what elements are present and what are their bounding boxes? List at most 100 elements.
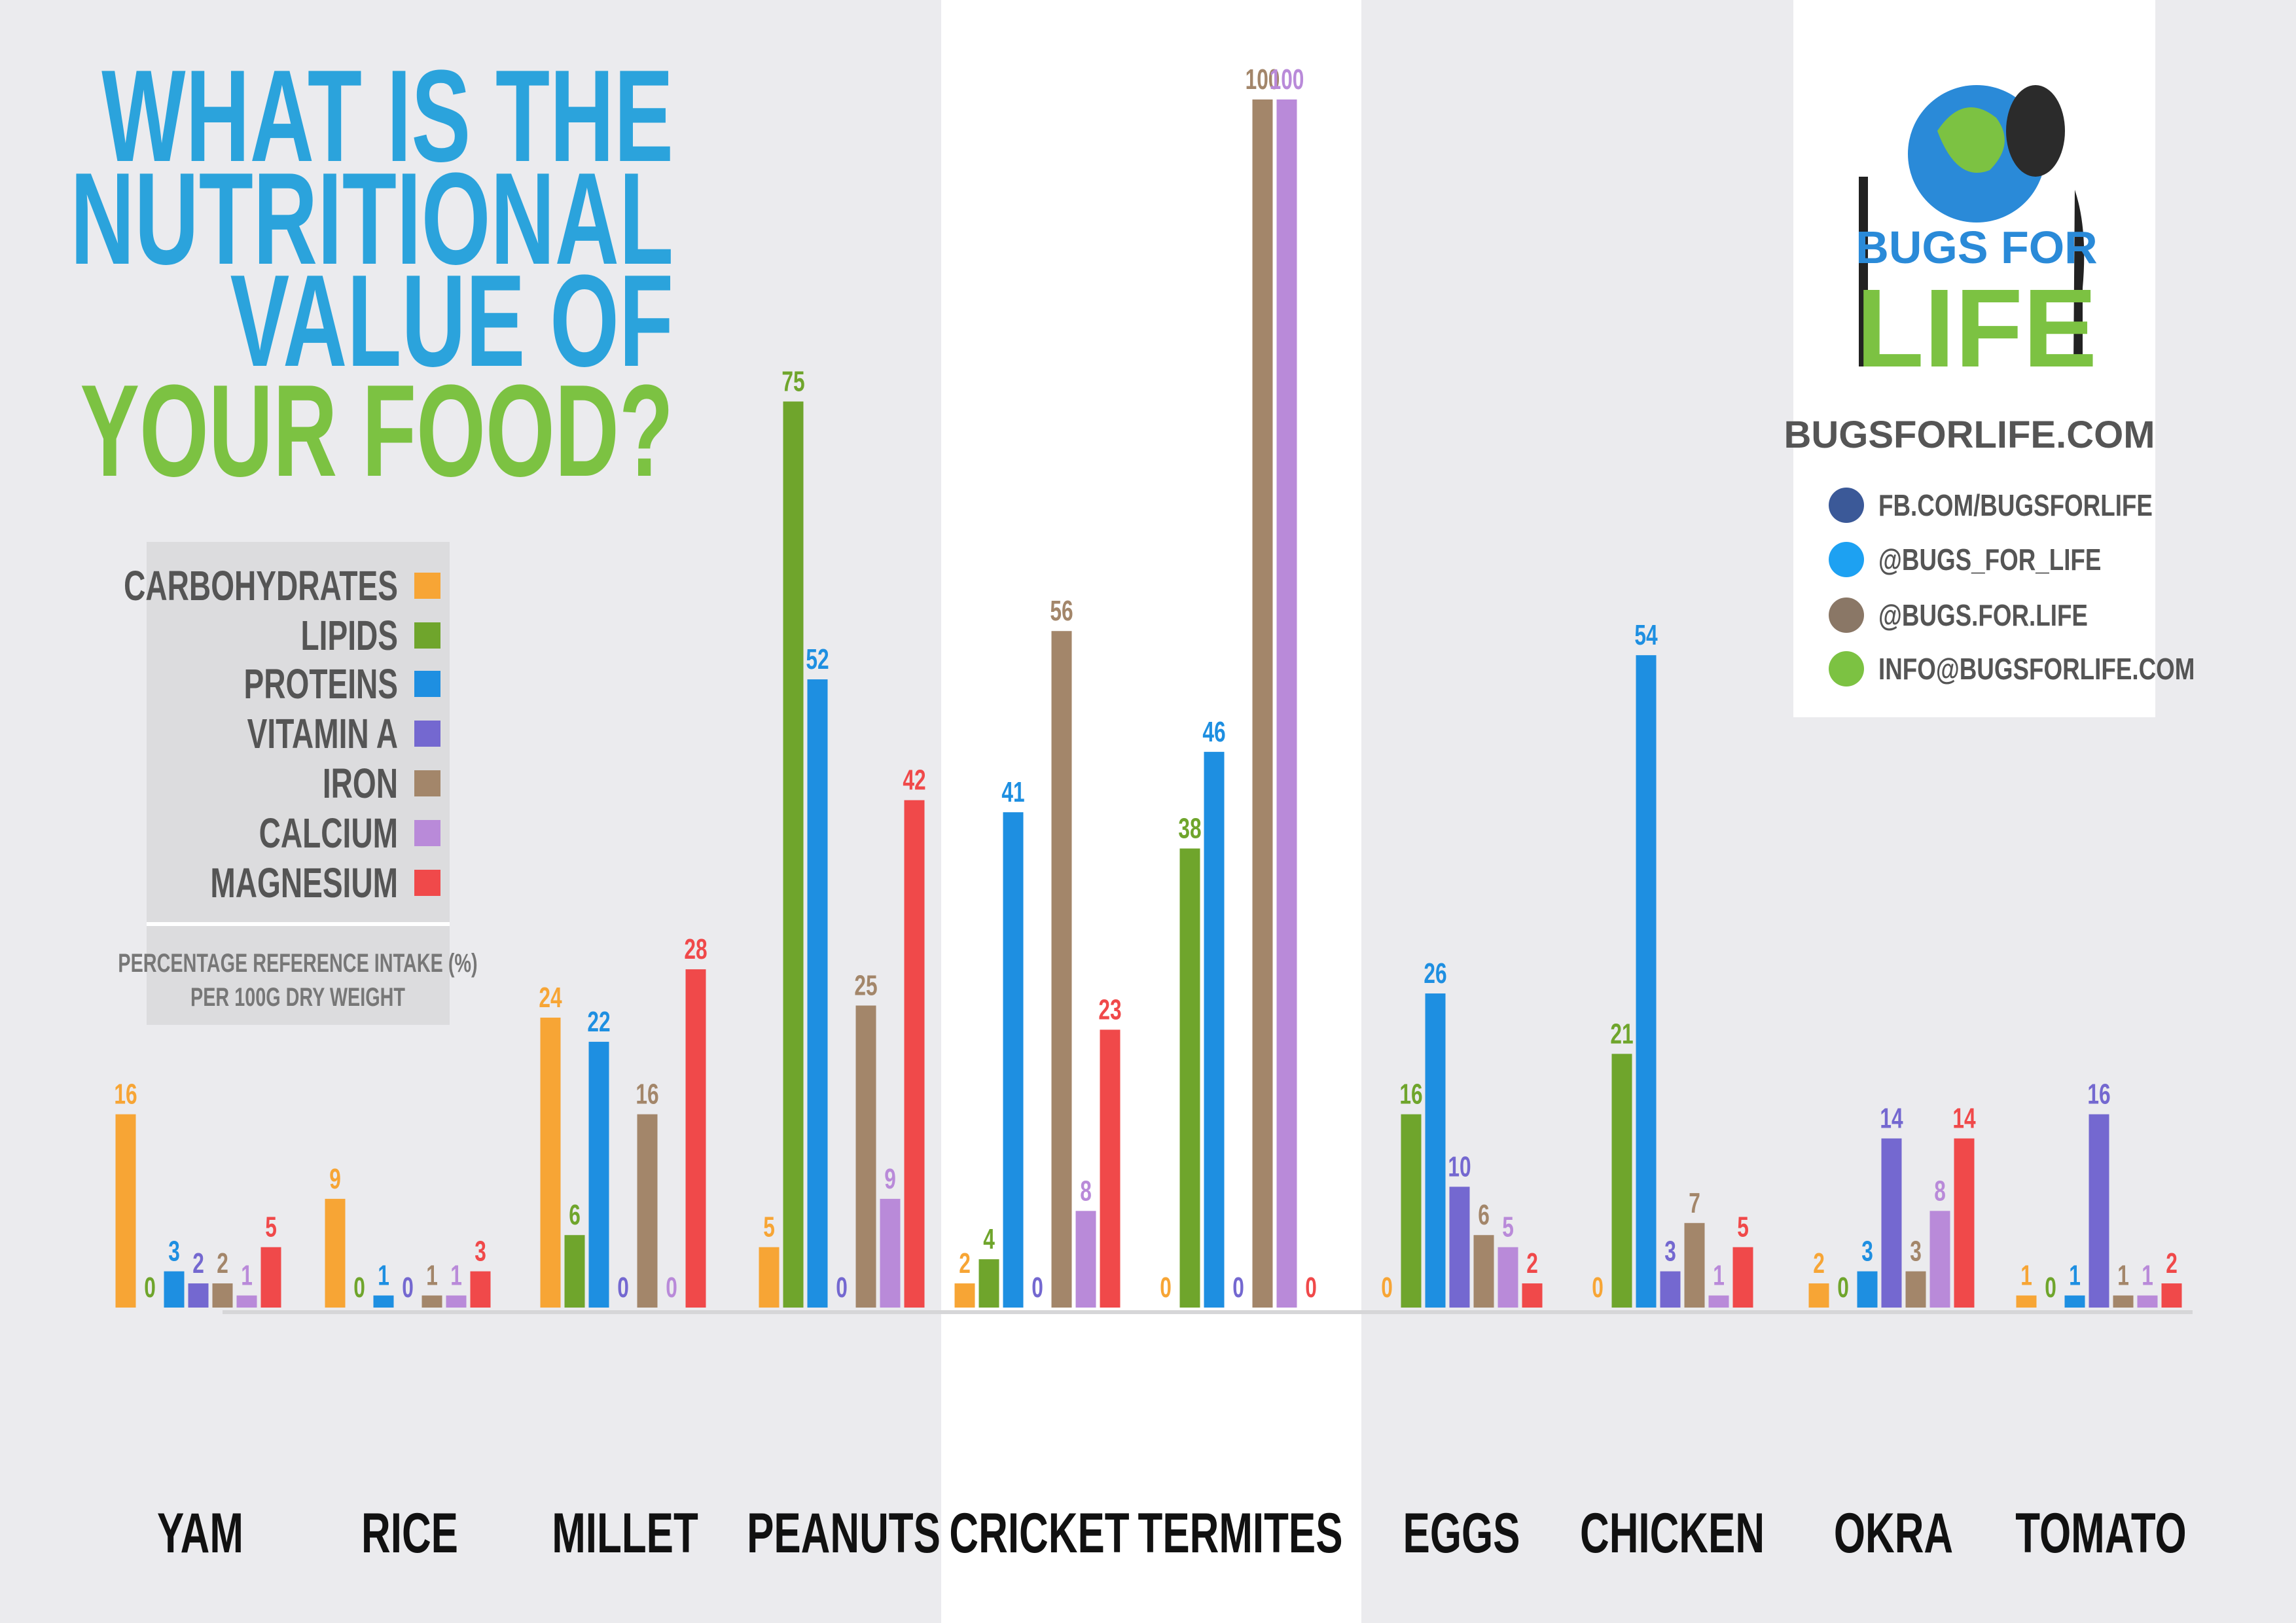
bar xyxy=(1075,1211,1096,1308)
value-label: 0 xyxy=(617,1272,629,1304)
legend-label: CALCIUM xyxy=(259,810,398,857)
bar xyxy=(470,1271,491,1308)
value-label: 1 xyxy=(1713,1260,1725,1292)
value-label: 3 xyxy=(1664,1236,1676,1268)
bar xyxy=(188,1283,209,1308)
note-line: PERCENTAGE REFERENCE INTAKE (%) xyxy=(118,948,477,978)
legend-label: IRON xyxy=(323,760,398,807)
bar xyxy=(1276,99,1297,1308)
legend-swatch xyxy=(414,573,440,599)
bar xyxy=(260,1247,281,1308)
value-label: 26 xyxy=(1424,957,1446,990)
bar xyxy=(446,1295,467,1308)
category-label: YAM xyxy=(157,1501,243,1564)
value-label: 1 xyxy=(2142,1260,2153,1292)
value-label: 16 xyxy=(1399,1079,1422,1111)
logo-bottom-text: LIFE xyxy=(1856,266,2097,391)
bar xyxy=(564,1235,585,1308)
bar xyxy=(1881,1138,1902,1308)
value-label: 14 xyxy=(1952,1103,1976,1135)
title-line: WHAT IS THE xyxy=(101,43,673,189)
bar xyxy=(1473,1235,1494,1308)
value-label: 100 xyxy=(1246,63,1280,96)
value-label: 2 xyxy=(959,1247,971,1279)
social-icon xyxy=(1829,651,1864,687)
value-label: 5 xyxy=(1502,1211,1514,1243)
value-label: 21 xyxy=(1610,1018,1633,1050)
value-label: 23 xyxy=(1098,993,1121,1026)
category-label: OKRA xyxy=(1834,1501,1953,1564)
value-label: 0 xyxy=(2045,1272,2056,1304)
bar xyxy=(1808,1283,1829,1308)
bar xyxy=(1425,993,1446,1308)
value-label: 9 xyxy=(329,1163,341,1195)
bar xyxy=(904,800,925,1308)
value-label: 14 xyxy=(1880,1103,1903,1135)
social-link: @BUGS.FOR.LIFE xyxy=(1878,598,2088,632)
bar xyxy=(1708,1295,1729,1308)
legend-swatch xyxy=(414,622,440,649)
value-label: 6 xyxy=(569,1199,581,1231)
bar xyxy=(373,1295,394,1308)
bar xyxy=(1179,848,1200,1308)
value-label: 42 xyxy=(903,764,925,796)
bar xyxy=(1051,631,1072,1308)
title-line: VALUE OF xyxy=(230,248,673,394)
bar xyxy=(1522,1283,1543,1308)
title-line: NUTRITIONAL xyxy=(70,146,673,292)
category-label: CRICKET xyxy=(949,1501,1129,1564)
bar xyxy=(2137,1295,2158,1308)
value-label: 41 xyxy=(1001,776,1024,808)
legend-label: MAGNESIUM xyxy=(210,860,398,906)
title-line: YOUR FOOD? xyxy=(80,358,673,504)
bar xyxy=(1252,99,1273,1308)
value-label: 3 xyxy=(1910,1236,1922,1268)
bar xyxy=(783,401,804,1308)
value-label: 2 xyxy=(1813,1247,1825,1279)
value-label: 8 xyxy=(1934,1175,1946,1207)
social-icon xyxy=(1829,597,1864,633)
bar xyxy=(1449,1186,1470,1308)
value-label: 54 xyxy=(1634,619,1658,651)
value-label: 1 xyxy=(2069,1260,2081,1292)
logo-bug xyxy=(2006,85,2065,177)
bar xyxy=(637,1114,658,1308)
bar xyxy=(759,1247,780,1308)
legend-swatch xyxy=(414,870,440,896)
value-label: 8 xyxy=(1080,1175,1092,1207)
value-label: 38 xyxy=(1178,812,1201,844)
value-label: 4 xyxy=(983,1223,995,1255)
value-label: 1 xyxy=(450,1260,462,1292)
value-label: 16 xyxy=(114,1079,137,1111)
bar xyxy=(880,1198,901,1308)
bar xyxy=(855,1005,876,1308)
logo-fork xyxy=(1859,177,1868,366)
bar xyxy=(2161,1283,2182,1308)
category-label: RICE xyxy=(361,1501,458,1564)
value-label: 5 xyxy=(763,1211,775,1243)
legend-swatch xyxy=(414,770,440,796)
logo-land xyxy=(1937,107,2005,173)
legend-label: CARBOHYDRATES xyxy=(124,563,398,609)
bar xyxy=(1611,1054,1632,1308)
bar xyxy=(1857,1271,1878,1308)
bar xyxy=(164,1271,185,1308)
bar xyxy=(2089,1114,2109,1308)
bar xyxy=(1498,1247,1518,1308)
legend-label: PROTEINS xyxy=(244,661,398,707)
bar xyxy=(2064,1295,2085,1308)
value-label: 10 xyxy=(1448,1150,1471,1183)
bar xyxy=(1003,812,1024,1308)
value-label: 2 xyxy=(192,1247,204,1279)
bar xyxy=(1684,1222,1705,1308)
website: BUGSFORLIFE.COM xyxy=(1784,414,2155,456)
value-label: 0 xyxy=(1592,1272,1604,1304)
legend-swatch xyxy=(414,671,440,697)
legend-box xyxy=(147,542,450,1025)
value-label: 2 xyxy=(217,1247,228,1279)
legend-label: VITAMIN A xyxy=(247,711,398,757)
value-label: 5 xyxy=(1737,1211,1749,1243)
value-label: 16 xyxy=(636,1079,658,1111)
bar xyxy=(1732,1247,1753,1308)
bar xyxy=(212,1283,233,1308)
